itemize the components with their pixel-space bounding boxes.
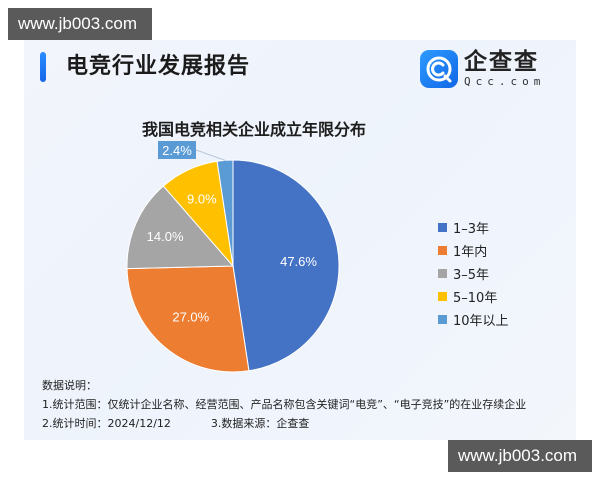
legend-item: 1年内 [438, 239, 509, 262]
pie-chart: 47.6% 27.0% 14.0% 9.0% 2.4% [126, 141, 340, 373]
title-accent-bar [40, 52, 46, 82]
watermark-bottom: www.jb003.com [448, 440, 592, 472]
legend-item: 10年以上 [438, 308, 509, 331]
legend-swatch [438, 292, 447, 301]
chart-title: 我国电竞相关企业成立年限分布 [141, 120, 366, 139]
legend-item: 5–10年 [438, 285, 509, 308]
legend-item: 1–3年 [438, 216, 509, 239]
notes-time: 2.统计时间：2024/12/12 [42, 417, 171, 430]
logo-text-cn: 企查查 [464, 49, 539, 75]
legend-label: 3–5年 [453, 268, 490, 283]
slice-label: 9.0% [187, 192, 217, 207]
legend-label: 5–10年 [453, 291, 498, 306]
report-title: 电竞行业发展报告 [66, 54, 251, 79]
slice-label: 14.0% [147, 229, 184, 244]
qcc-logo-icon [420, 50, 458, 88]
notes-heading: 数据说明： [42, 379, 97, 392]
notes-source: 3.数据来源：企查查 [210, 417, 310, 430]
legend-label: 1年内 [453, 245, 488, 260]
legend-swatch [438, 246, 447, 255]
slice-label: 27.0% [172, 309, 209, 324]
legend-label: 1–3年 [453, 222, 490, 237]
logo-text-en: Qcc.com [464, 75, 546, 88]
slice-callout-label: 2.4% [162, 143, 192, 158]
qcc-logo: 企查查 Qcc.com [420, 50, 545, 88]
data-notes: 数据说明： 1.统计范围：仅统计企业名称、经营范围、产品名称包含关键词“电竞”、… [42, 376, 526, 433]
notes-time-source: 2.统计时间：2024/12/12 3.数据来源：企查查 [42, 414, 526, 433]
watermark-top: www.jb003.com [8, 8, 152, 40]
legend-item: 3–5年 [438, 262, 509, 285]
pie-labels: 47.6% 27.0% 14.0% 9.0% 2.4% [147, 141, 317, 324]
chart-legend: 1–3年 1年内 3–5年 5–10年 10年以上 [438, 216, 509, 331]
pie-slice [126, 185, 235, 270]
legend-swatch [438, 269, 447, 278]
report-card: 电竞行业发展报告 企查查 Qcc.com 我国电竞相关企业成立年限分布 47.6… [24, 40, 576, 440]
legend-swatch [438, 315, 447, 324]
pie-slice [232, 159, 340, 372]
legend-swatch [438, 223, 447, 232]
pie-slices [126, 159, 340, 373]
notes-scope: 1.统计范围：仅统计企业名称、经营范围、产品名称包含关键词“电竞”、“电子竞技”… [42, 398, 527, 411]
legend-label: 10年以上 [453, 314, 509, 329]
slice-label: 47.6% [280, 254, 317, 269]
pie-slice [126, 265, 250, 373]
